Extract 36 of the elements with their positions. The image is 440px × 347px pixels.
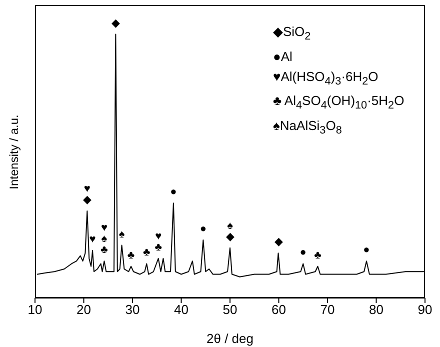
annotation: ◆ <box>226 230 235 243</box>
x-tick-label: 90 <box>418 302 432 318</box>
annotation: ♣ <box>314 249 322 262</box>
annotation: ♠ <box>101 233 108 246</box>
annotation: ♣ <box>100 244 108 256</box>
annotation: ●Al <box>273 48 294 66</box>
x-axis-title: 2θ / deg <box>206 331 254 346</box>
x-tick-label: 10 <box>28 302 42 318</box>
x-tick-label: 70 <box>320 302 335 318</box>
x-tick-label: 40 <box>174 302 188 318</box>
annotation: ● <box>200 222 207 235</box>
x-tick-label: 80 <box>369 302 384 318</box>
text: ♣ Al$_{4}$SO$_{4}$(OH)$_{10}$·5H$_{2}$O <box>273 93 404 112</box>
x-tick-label: 20 <box>76 302 91 318</box>
annotation: ● <box>363 244 370 256</box>
annotation: ♣ <box>143 246 150 259</box>
annotation: ♥ <box>100 222 108 234</box>
annotation: ◆SiO$_{2}$ <box>273 23 312 45</box>
y-axis-title: Intensity / a.u. <box>7 114 21 189</box>
annotation: ♣ <box>154 241 162 254</box>
annotation: ♠ <box>227 220 234 232</box>
annotation: ◆ <box>83 194 92 206</box>
annotation: ◆ <box>274 236 284 248</box>
x-tick-label: 60 <box>272 302 286 318</box>
annotation: ♥Al(HSO$_{4}$)$_{3}$·6H$_{2}$O <box>273 68 380 90</box>
annotation: ● <box>300 246 306 259</box>
annotation: ♠NaAlSi$_{3}$O$_{8}$ <box>273 116 343 138</box>
annotation: ♥ <box>89 234 96 246</box>
annotation: ● <box>170 186 177 198</box>
x-tick-label: 50 <box>222 302 238 318</box>
annotation: ♣ <box>127 249 135 262</box>
x-tick-label: 30 <box>125 302 140 318</box>
annotation: ♠ <box>118 228 125 240</box>
annotation: ◆ <box>112 17 121 30</box>
annotation: ♥ <box>155 230 162 242</box>
annotation: ♥ <box>84 182 90 195</box>
